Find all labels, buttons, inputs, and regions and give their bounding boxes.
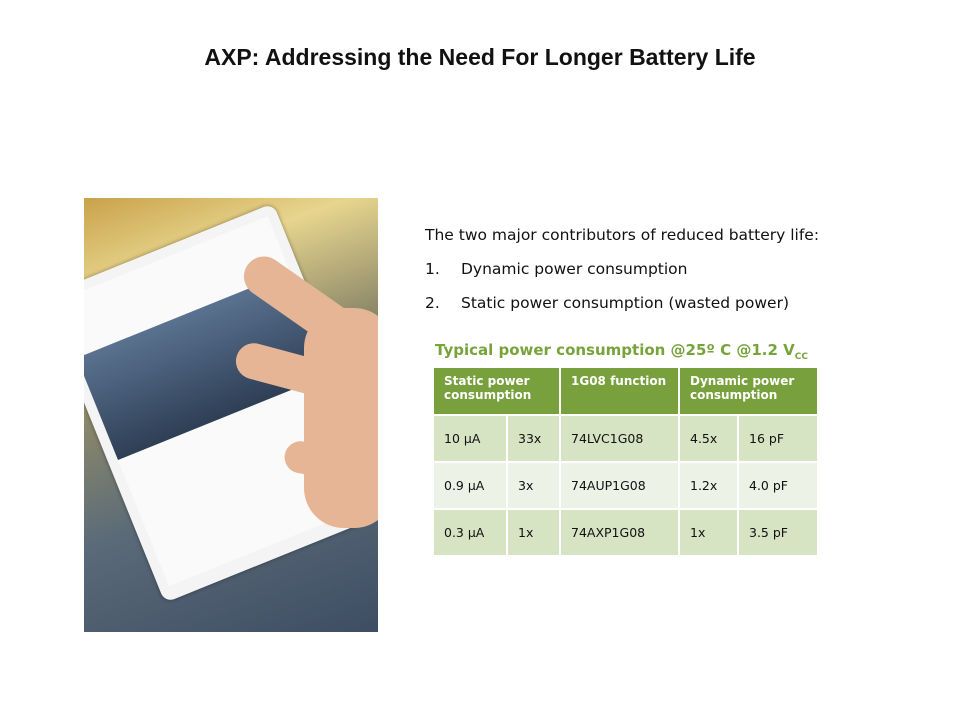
cell: 3.5 pF xyxy=(739,510,817,555)
table-title-subscript: CC xyxy=(794,352,808,362)
table-header-row: Static power consumption 1G08 function D… xyxy=(434,368,817,414)
list-text: Static power consumption (wasted power) xyxy=(461,294,789,312)
cell: 0.9 µA xyxy=(434,463,506,508)
cell: 1x xyxy=(680,510,737,555)
contributors-list: The two major contributors of reduced ba… xyxy=(425,218,819,320)
table-row: 0.3 µA 1x 74AXP1G08 1x 3.5 pF xyxy=(434,510,817,555)
cell: 16 pF xyxy=(739,416,817,461)
cell: 4.5x xyxy=(680,416,737,461)
table-title-main: Typical power consumption @25º C @1.2 V xyxy=(435,341,795,359)
header-static: Static power consumption xyxy=(434,368,559,414)
list-number: 1. xyxy=(425,260,440,278)
list-number: 2. xyxy=(425,294,440,312)
cell: 1x xyxy=(508,510,559,555)
cell: 74AXP1G08 xyxy=(561,510,678,555)
slide-title: AXP: Addressing the Need For Longer Batt… xyxy=(204,44,756,70)
hand-palm xyxy=(304,308,378,528)
table-row: 10 µA 33x 74LVC1G08 4.5x 16 pF xyxy=(434,416,817,461)
list-text: Dynamic power consumption xyxy=(461,260,688,278)
header-function: 1G08 function xyxy=(561,368,678,414)
intro-text: The two major contributors of reduced ba… xyxy=(425,226,820,244)
cell: 0.3 µA xyxy=(434,510,506,555)
list-item: 2. Static power consumption (wasted power… xyxy=(425,286,819,320)
power-table: Static power consumption 1G08 function D… xyxy=(432,366,819,557)
list-item: 1. Dynamic power consumption xyxy=(425,252,819,286)
cell: 3x xyxy=(508,463,559,508)
cell: 10 µA xyxy=(434,416,506,461)
cell: 74LVC1G08 xyxy=(561,416,678,461)
cell: 1.2x xyxy=(680,463,737,508)
tablet-photo xyxy=(84,198,378,632)
cell: 4.0 pF xyxy=(739,463,817,508)
table-row: 0.9 µA 3x 74AUP1G08 1.2x 4.0 pF xyxy=(434,463,817,508)
table-title: Typical power consumption @25º C @1.2 VC… xyxy=(435,341,808,362)
cell: 74AUP1G08 xyxy=(561,463,678,508)
cell: 33x xyxy=(508,416,559,461)
header-dynamic: Dynamic power consumption xyxy=(680,368,817,414)
